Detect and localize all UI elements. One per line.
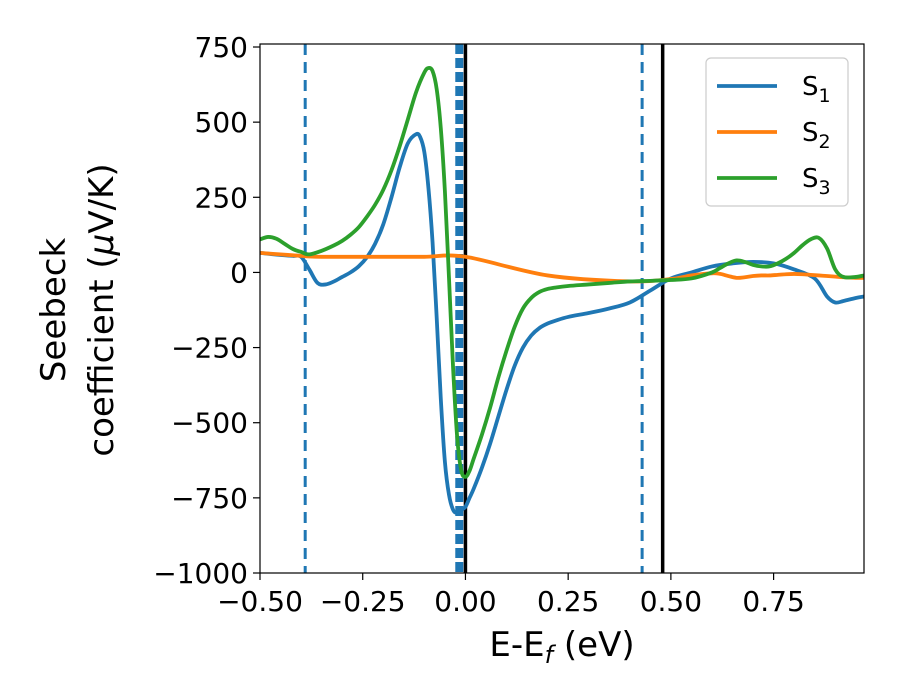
y-tick-label: 0 [230,256,248,289]
series-line-s2 [260,250,864,284]
series-line-s1 [260,131,864,515]
y-tick-label: −1000 [153,557,248,590]
y-tick-label: 250 [195,181,248,214]
plot-frame [259,43,865,574]
series-line-s3 [260,66,864,479]
y-axis-ticks: 750 500 250 0 −250 −500 −750 −1000 [153,31,260,590]
legend-label-s2: S2 [802,118,831,153]
vertical-reference-lines [303,44,665,573]
y-axis-label-line1: Seebeck [34,238,74,383]
x-axis-label: E-Ef (eV) [489,625,634,669]
x-tick-label: 0.75 [742,585,804,618]
x-tick-label: −0.50 [217,585,303,618]
y-tick-label: 500 [195,106,248,139]
x-tick-label: 0.50 [640,585,702,618]
legend-label-s1: S1 [802,72,831,107]
x-tick-label: 0.25 [537,585,599,618]
y-tick-label: −500 [171,407,248,440]
series-lines [260,66,864,515]
x-tick-label: −0.25 [320,585,406,618]
legend: S1 S2 S3 [705,57,849,207]
y-tick-label: −750 [171,482,248,515]
legend-label-s3: S3 [802,164,831,199]
y-axis-label: Seebeck coefficient (μV/K) [34,163,122,456]
y-axis-label-line2: coefficient (μV/K) [82,163,122,456]
y-tick-label: −250 [171,332,248,365]
x-axis-ticks: −0.50 −0.25 0.00 0.25 0.50 0.75 [217,573,805,618]
y-tick-label: 750 [195,31,248,64]
x-tick-label: 0.00 [434,585,496,618]
